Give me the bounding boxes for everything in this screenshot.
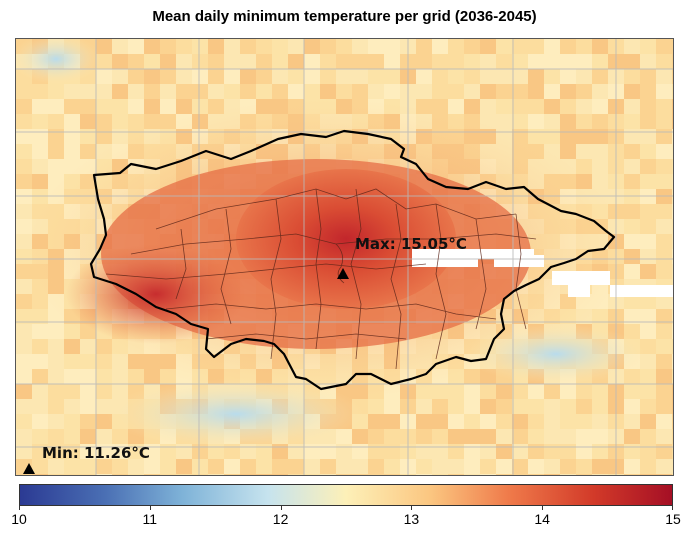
north-west-cool-zone: [16, 39, 101, 84]
colorbar-tick-label: 13: [403, 511, 420, 527]
colorbar: [19, 484, 673, 506]
colorbar-tick-label: 15: [665, 511, 681, 527]
west-hot-zone: [66, 244, 246, 344]
map-title: Mean daily minimum temperature per grid …: [152, 8, 537, 25]
greater-london-boundary: [89, 129, 616, 391]
colorbar-tick-mark: [19, 506, 20, 510]
temperature-heatmap: [16, 39, 673, 475]
colorbar-tick-label: 10: [11, 511, 27, 527]
colorbar-tick-label: 14: [534, 511, 550, 527]
south-west-cool-zone: [106, 379, 366, 449]
min-marker-icon: [23, 463, 35, 474]
south-east-cool-zone: [466, 324, 646, 384]
borough-boundaries: [105, 188, 537, 370]
max-annotation: Max: 15.05°C: [355, 235, 467, 253]
colorbar-tick-mark: [411, 506, 413, 510]
colorbar-tick-mark: [542, 506, 544, 510]
colorbar-tick-label: 11: [142, 511, 158, 527]
colorbar-tick-mark: [280, 506, 282, 510]
heatmap-frame: Max: 15.05°C Min: 11.26°C: [15, 38, 674, 476]
max-marker-icon: [337, 268, 349, 279]
min-annotation: Min: 11.26°C: [42, 444, 150, 462]
colorbar-tick-mark: [672, 506, 673, 510]
missing-data-cells: [412, 249, 673, 297]
colorbar-tick-label: 12: [272, 511, 289, 527]
colorbar-tick-mark: [149, 506, 151, 510]
urban-hot-core: [236, 169, 456, 309]
